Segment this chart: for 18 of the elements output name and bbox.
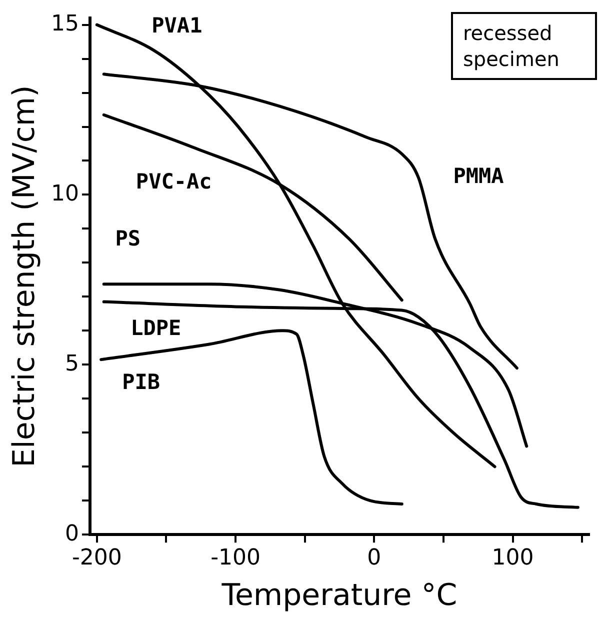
x-tick-label: -200: [72, 546, 122, 571]
x-tick-label: -100: [210, 546, 261, 571]
y-tick-label: 0: [64, 521, 79, 546]
series-label: PVC-Ac: [136, 169, 212, 194]
y-tick-label: 5: [64, 351, 79, 376]
annotation: recessed specimen: [451, 12, 597, 80]
x-axis-title: Temperature °C: [220, 578, 458, 613]
y-tick-label: 10: [50, 181, 79, 206]
series-label: PVA1: [152, 13, 202, 38]
series-label: PS: [115, 226, 141, 251]
line-series: [102, 113, 404, 302]
series-label: PIB: [122, 370, 160, 394]
x-tick-label: 0: [367, 546, 382, 571]
series-label: PMMA: [453, 164, 504, 188]
y-axis-title: Electric strength (MV/cm): [6, 85, 42, 468]
y-tick-label: 15: [50, 12, 79, 37]
x-tick-label: 100: [492, 546, 534, 571]
series-label: LDPE: [130, 316, 182, 340]
